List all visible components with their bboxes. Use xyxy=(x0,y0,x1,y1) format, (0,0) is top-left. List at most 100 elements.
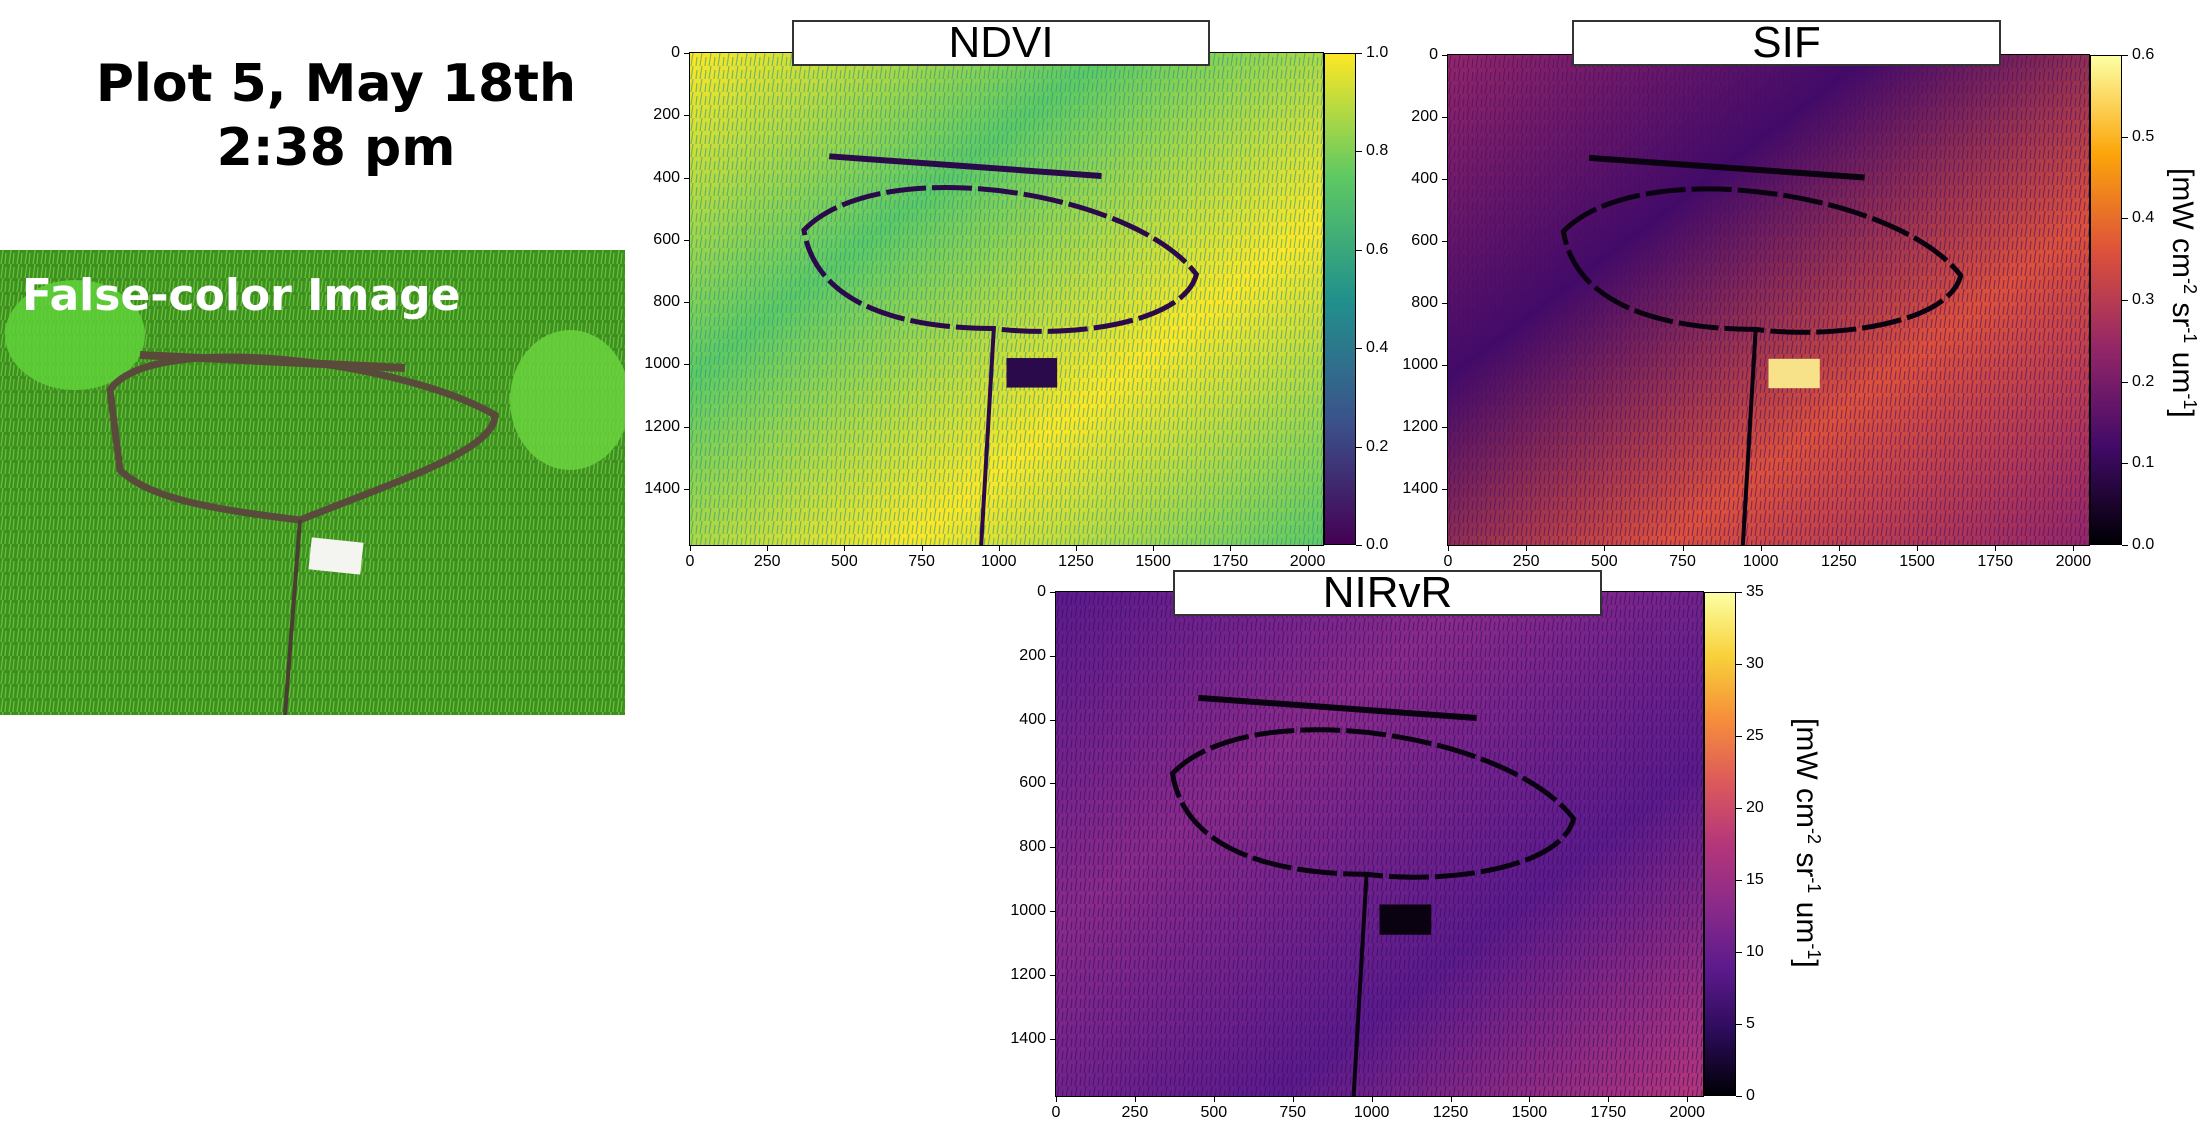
nirvr-x-tick-label: 500 xyxy=(1200,1104,1228,1121)
ndvi-x-tick-mark xyxy=(844,545,846,551)
sif-colorbar-tick-mark xyxy=(2122,300,2128,301)
nirvr-y-tick-label: 200 xyxy=(1019,646,1046,664)
nirvr-colorbar-tick-mark xyxy=(1736,736,1742,737)
false-color-label: False-color Image xyxy=(22,270,461,321)
nirvr-x-tick-mark xyxy=(1608,1096,1610,1102)
ndvi-x-tick-mark xyxy=(1230,545,1232,551)
ndvi-colorbar-tick-mark xyxy=(1356,151,1362,153)
nirvr-colorbar-tick-label: 25 xyxy=(1746,727,1764,744)
sif-x-tick-label: 1500 xyxy=(1899,553,1935,570)
sif-x-tick-mark xyxy=(2073,545,2075,551)
nirvr-x-tick-label: 750 xyxy=(1279,1104,1307,1121)
ndvi-colorbar-tick-label: 0.8 xyxy=(1366,142,1389,160)
ndvi-x-tick-label: 500 xyxy=(831,553,858,570)
ndvi-x-tick-mark xyxy=(690,545,691,551)
nirvr-y-tick-mark xyxy=(1050,783,1056,785)
nirvr-x-tick-mark xyxy=(1134,1096,1136,1102)
nirvr-y-tick-mark xyxy=(1050,974,1056,976)
nirvr-y-tick-label: 800 xyxy=(1019,838,1046,856)
ndvi-x-tick-mark xyxy=(921,545,923,551)
ndvi-heatmap xyxy=(690,53,1323,545)
nirvr-colorbar-tick-label: 20 xyxy=(1746,799,1764,816)
ndvi-x-tick-mark xyxy=(1075,545,1077,551)
sif-y-tick-label: 1000 xyxy=(1402,356,1438,374)
ndvi-colorbar-tick-label: 0.2 xyxy=(1366,437,1389,455)
nirvr-x-tick-mark xyxy=(1529,1096,1531,1102)
title-line-2: 2:38 pm xyxy=(216,118,456,178)
ndvi-x-tick-label: 1750 xyxy=(1212,553,1249,570)
nirvr-colorbar-tick-label: 30 xyxy=(1746,655,1764,672)
nirvr-heatmap xyxy=(1056,592,1703,1096)
nirvr-y-tick-mark xyxy=(1050,1038,1056,1040)
nirvr-colorbar-tick-mark xyxy=(1736,1096,1742,1097)
nirvr-colorbar xyxy=(1704,592,1736,1096)
ndvi-y-tick-label: 1000 xyxy=(644,355,680,373)
ndvi-colorbar-tick-mark xyxy=(1356,545,1362,546)
ndvi-y-tick-mark xyxy=(684,426,690,428)
sif-x-tick-label: 750 xyxy=(1669,553,1696,570)
sif-x-tick-mark xyxy=(1995,545,1997,551)
nirvr-y-tick-mark xyxy=(1050,910,1056,912)
sif-title: SIF xyxy=(1572,20,2001,66)
sif-x-tick-label: 1000 xyxy=(1742,553,1779,570)
ndvi-title: NDVI xyxy=(792,20,1210,66)
ndvi-y-tick-label: 1400 xyxy=(644,479,680,497)
ndvi-y-tick-mark xyxy=(684,364,690,366)
sif-x-tick-mark xyxy=(1448,545,1449,551)
nirvr-colorbar-tick-mark xyxy=(1736,592,1742,593)
ndvi-x-tick-label: 1000 xyxy=(980,553,1017,570)
sif-y-tick-mark xyxy=(1442,117,1448,119)
sif-y-tick-label: 0 xyxy=(1429,46,1438,63)
ndvi-y-tick-label: 600 xyxy=(653,230,680,248)
ndvi-x-tick-mark xyxy=(1307,545,1309,551)
ndvi-y-tick-mark xyxy=(684,239,690,241)
ndvi-colorbar xyxy=(1324,53,1356,545)
ndvi-y-tick-label: 400 xyxy=(653,168,680,186)
nirvr-title: NIRvR xyxy=(1173,570,1602,616)
ndvi-x-tick-mark xyxy=(998,545,1000,551)
nirvr-x-tick-mark xyxy=(1450,1096,1452,1102)
ndvi-colorbar-tick-mark xyxy=(1356,446,1362,448)
sif-colorbar-tick-label: 0.2 xyxy=(2132,372,2155,390)
sif-x-tick-mark xyxy=(1760,545,1762,551)
sif-colorbar-tick-mark xyxy=(2122,136,2128,138)
page-title: Plot 5, May 18th 2:38 pm xyxy=(0,52,672,180)
ndvi-y-tick-mark xyxy=(684,302,690,304)
nirvr-x-tick-label: 1750 xyxy=(1590,1104,1627,1121)
ndvi-colorbar-tick-label: 1.0 xyxy=(1366,44,1389,61)
nirvr-image xyxy=(1056,592,1703,1096)
nirvr-x-tick-label: 1000 xyxy=(1353,1104,1390,1121)
sif-image xyxy=(1448,55,2089,545)
sif-x-tick-label: 500 xyxy=(1590,553,1618,570)
nirvr-colorbar-tick-label: 0 xyxy=(1746,1087,1755,1104)
sif-y-tick-label: 1200 xyxy=(1402,418,1438,436)
nirvr-colorbar-tick-label: 5 xyxy=(1746,1015,1755,1032)
nirvr-colorbar-tick-label: 35 xyxy=(1746,583,1764,600)
ndvi-x-tick-mark xyxy=(1153,545,1155,551)
ndvi-y-tick-label: 1200 xyxy=(644,417,680,435)
ndvi-x-tick-label: 250 xyxy=(753,553,781,570)
ndvi-colorbar-tick-mark xyxy=(1356,348,1362,350)
nirvr-x-tick-label: 0 xyxy=(1051,1104,1061,1121)
sif-x-tick-mark xyxy=(1604,545,1606,551)
nirvr-y-tick-label: 400 xyxy=(1019,710,1046,728)
sif-axes-frame xyxy=(1447,54,2090,546)
ndvi-x-tick-label: 1500 xyxy=(1135,553,1171,570)
sif-x-tick-label: 1250 xyxy=(1821,553,1857,570)
nirvr-y-tick-label: 1000 xyxy=(1010,901,1046,919)
ndvi-y-tick-mark xyxy=(684,177,690,179)
sif-heatmap xyxy=(1448,55,2089,545)
nirvr-x-tick-mark xyxy=(1687,1096,1689,1102)
nirvr-colorbar-tick-mark xyxy=(1736,1024,1742,1025)
sif-x-tick-mark xyxy=(1838,545,1840,551)
sif-colorbar-tick-label: 0.3 xyxy=(2132,291,2155,308)
ndvi-x-tick-label: 2000 xyxy=(1289,553,1326,570)
sif-y-tick-label: 600 xyxy=(1411,232,1438,250)
sif-colorbar-tick-mark xyxy=(2122,463,2128,465)
nirvr-x-tick-mark xyxy=(1056,1096,1057,1102)
sif-unit-label: [mW cm-2 sr-1 um-1] xyxy=(2166,168,2200,418)
nirvr-axes-frame xyxy=(1055,591,1704,1097)
sif-x-tick-mark xyxy=(1682,545,1684,551)
nirvr-x-tick-mark xyxy=(1292,1096,1294,1102)
nirvr-unit-label: [mW cm-2 sr-1 um-1] xyxy=(1790,718,1824,968)
